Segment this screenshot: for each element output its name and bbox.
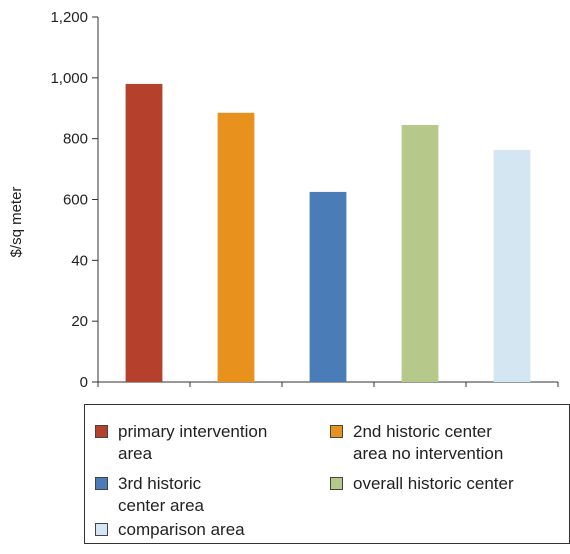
y-tick-label: 20: [71, 313, 88, 330]
y-tick-label: 0: [80, 374, 88, 391]
legend-label: primary intervention area: [118, 422, 268, 463]
legend-label: comparison area: [118, 520, 245, 539]
y-tick-label: 800: [63, 131, 88, 148]
legend-item-primary-intervention-area: primary intervention area: [95, 421, 267, 465]
bar: [125, 83, 163, 383]
legend-label: overall historic center: [353, 474, 514, 493]
y-axis-title: $/sq meter: [8, 187, 25, 258]
legend-swatch: [95, 425, 108, 438]
legend-item-2nd-historic-center: 2nd historic center area no intervention: [330, 421, 503, 465]
x-axis: [97, 381, 559, 387]
bar-chart: 0 20 40 600 800 1,000 1,200 $/sq meter: [8, 9, 559, 391]
bar: [493, 149, 531, 382]
legend-item-3rd-historic-center: 3rd historic center area: [95, 473, 204, 517]
legend-item-comparison-area: comparison area: [95, 519, 245, 541]
bar: [217, 112, 255, 382]
y-tick-label: 600: [63, 192, 88, 209]
legend-swatch: [330, 477, 343, 490]
y-tick-label: 40: [71, 252, 88, 269]
legend: primary intervention area 2nd historic c…: [84, 404, 570, 544]
y-tick-label: 1,200: [50, 9, 88, 26]
bar: [309, 191, 347, 382]
legend-label: 2nd historic center area no intervention: [353, 422, 504, 463]
y-tick-label: 1,000: [50, 70, 88, 87]
legend-swatch: [95, 477, 108, 490]
legend-swatch: [330, 425, 343, 438]
legend-swatch: [95, 523, 108, 536]
y-axis: 0 20 40 600 800 1,000 1,200: [50, 9, 99, 391]
legend-item-overall-historic-center: overall historic center: [330, 473, 514, 495]
legend-label: 3rd historic center area: [118, 474, 204, 515]
bar: [401, 124, 439, 383]
bars: [125, 83, 531, 383]
